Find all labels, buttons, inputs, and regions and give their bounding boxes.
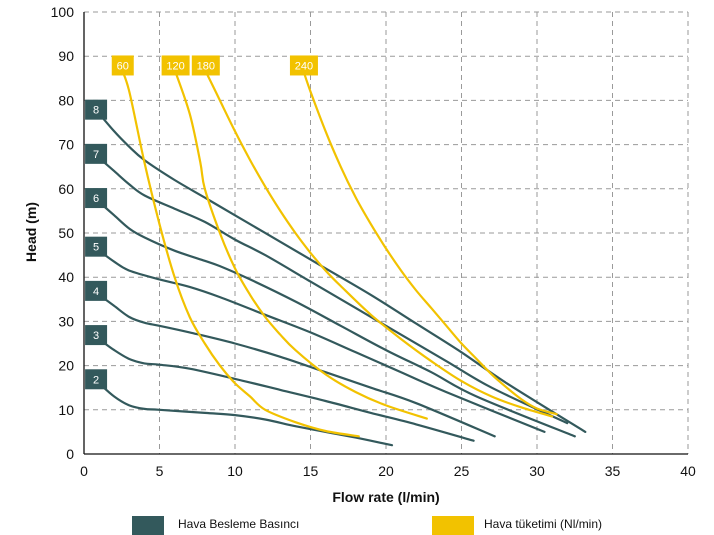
axes [83, 12, 688, 455]
consumption-badge-120: 120 [161, 55, 190, 76]
y-tick-label-20: 20 [58, 358, 74, 374]
consumption-badge-box-120 [161, 55, 190, 76]
consumption-badge-box-180 [191, 55, 220, 76]
legend: Hava Besleme Basıncı Hava tüketimi (Nl/m… [132, 516, 602, 535]
pressure-line-3 [98, 338, 475, 442]
y-tick-label-80: 80 [58, 92, 74, 108]
consumption-badge-180: 180 [191, 55, 220, 76]
pressure-badge-4: 4 [85, 280, 108, 301]
pressure-badge-box-4 [85, 280, 108, 301]
x-tick-label-35: 35 [605, 463, 621, 479]
y-tick-label-30: 30 [58, 313, 74, 329]
consumption-line-120 [173, 68, 428, 420]
y-tick-label-40: 40 [58, 269, 74, 285]
consumption-badge-label-60: 60 [117, 60, 129, 72]
consumption-badge-60: 60 [111, 55, 134, 76]
pressure-line-4 [98, 293, 496, 438]
y-tick-label-60: 60 [58, 181, 74, 197]
consumption-badge-label-180: 180 [197, 60, 215, 72]
x-tick-label-30: 30 [529, 463, 545, 479]
legend-swatch-pressure [132, 516, 164, 535]
series-badges: 2 3 4 5 6 7 8 60 120 180 240 [85, 55, 318, 390]
pressure-badge-box-2 [85, 369, 108, 390]
consumption-badge-label-240: 240 [295, 60, 313, 72]
pressure-line-7 [98, 156, 569, 425]
x-tick-label-25: 25 [454, 463, 470, 479]
pressure-badge-7: 7 [85, 143, 108, 164]
y-tick-label-10: 10 [58, 402, 74, 418]
x-tick-label-10: 10 [227, 463, 243, 479]
pressure-badge-label-4: 4 [93, 286, 99, 298]
pressure-badge-label-5: 5 [93, 242, 99, 254]
pressure-badge-box-5 [85, 236, 108, 257]
consumption-line-240 [301, 68, 558, 416]
pressure-badge-label-8: 8 [93, 105, 99, 117]
y-axis-title: Head (m) [23, 202, 39, 262]
y-tick-label-100: 100 [51, 4, 75, 20]
pressure-badge-label-2: 2 [93, 374, 99, 386]
pressure-badge-label-3: 3 [93, 330, 99, 342]
y-tick-label-50: 50 [58, 225, 74, 241]
legend-label-consumption: Hava tüketimi (Nl/min) [484, 517, 602, 531]
y-tick-label-0: 0 [66, 446, 74, 462]
pressure-badge-3: 3 [85, 325, 108, 346]
x-tick-label-0: 0 [80, 463, 88, 479]
x-tick-label-40: 40 [680, 463, 696, 479]
series-lines [98, 68, 587, 447]
consumption-line-180 [203, 68, 554, 418]
pressure-badge-8: 8 [85, 99, 108, 120]
pressure-badge-label-6: 6 [93, 193, 99, 205]
legend-swatch-consumption [432, 516, 474, 535]
pressure-badge-box-8 [85, 99, 108, 120]
y-tick-label-90: 90 [58, 48, 74, 64]
consumption-line-60 [120, 68, 360, 438]
legend-label-pressure: Hava Besleme Basıncı [178, 517, 299, 531]
x-tick-label-20: 20 [378, 463, 394, 479]
consumption-badge-box-240 [289, 55, 318, 76]
consumption-badge-box-60 [111, 55, 134, 76]
y-tick-label-70: 70 [58, 137, 74, 153]
grid-lines [84, 11, 689, 454]
x-tick-label-15: 15 [303, 463, 319, 479]
consumption-badge-240: 240 [289, 55, 318, 76]
pressure-badge-5: 5 [85, 236, 108, 257]
pressure-line-8 [98, 112, 587, 433]
pressure-badge-box-3 [85, 325, 108, 346]
pressure-badge-6: 6 [85, 188, 108, 209]
pressure-badge-box-6 [85, 188, 108, 209]
pressure-badge-2: 2 [85, 369, 108, 390]
x-tick-label-5: 5 [156, 463, 164, 479]
pressure-line-5 [98, 249, 546, 433]
consumption-badge-label-120: 120 [166, 60, 184, 72]
pressure-badge-label-7: 7 [93, 149, 99, 161]
x-axis-title: Flow rate (l/min) [332, 489, 439, 505]
pressure-badge-box-7 [85, 143, 108, 164]
